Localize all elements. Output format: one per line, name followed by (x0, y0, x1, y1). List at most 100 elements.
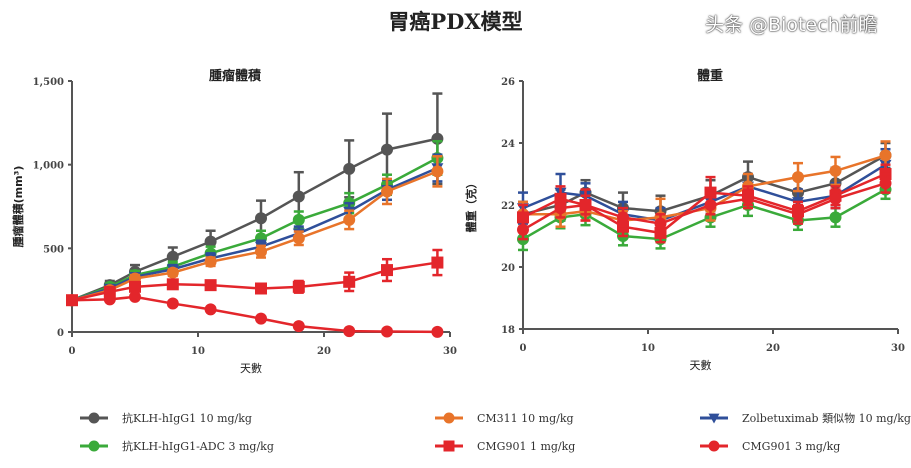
marker-circle (88, 440, 100, 452)
marker-circle (88, 412, 100, 424)
legend-marker-icon (80, 440, 108, 452)
series-line (71, 170, 438, 302)
marker-circle (381, 185, 393, 198)
legend-item: Zolbetuximab 類似物 10 mg/kg (700, 410, 911, 426)
series-line (71, 295, 438, 334)
y-tick-label: 24 (501, 139, 515, 150)
y-tick-label: 0 (57, 328, 64, 339)
marker-square (443, 440, 455, 452)
marker-square (381, 264, 393, 277)
marker-circle (204, 303, 217, 316)
series-line (522, 182, 886, 231)
y-tick-label: 1,500 (33, 77, 64, 88)
marker-square (292, 280, 305, 293)
series-line (71, 137, 438, 302)
series-line (71, 166, 438, 302)
chart-title: 腫瘤體積 (209, 68, 262, 84)
marker-circle (431, 165, 444, 178)
legend-item: 抗KLH-hIgG1 10 mg/kg (80, 410, 252, 426)
x-tick-label: 20 (766, 343, 780, 354)
legend-label: CMG901 3 mg/kg (742, 439, 841, 453)
marker-circle (517, 223, 529, 236)
marker-circle (829, 211, 842, 224)
series-line (523, 154, 886, 222)
marker-circle (654, 217, 667, 230)
marker-circle (792, 171, 804, 184)
marker-circle (166, 250, 179, 263)
chart-title: 體重 (697, 68, 723, 84)
y-axis-label: 體重（克） (464, 178, 478, 233)
series-5 (517, 172, 892, 241)
marker-circle (879, 177, 892, 190)
x-tick-label: 20 (317, 346, 331, 357)
marker-circle (381, 325, 393, 338)
marker-circle (617, 211, 629, 224)
series-5 (66, 290, 444, 338)
y-tick-label: 26 (501, 77, 515, 88)
legend-marker-icon (435, 440, 463, 452)
series-line (522, 154, 887, 216)
marker-square (166, 278, 179, 291)
legend-marker-icon (700, 413, 728, 424)
y-tick-label: 18 (501, 325, 515, 336)
legend-label: 抗KLH-hIgG1 10 mg/kg (122, 412, 252, 425)
legend-item: CMG901 1 mg/kg (435, 438, 575, 454)
marker-square (343, 275, 356, 288)
marker-circle (704, 199, 717, 211)
y-tick-label: 500 (43, 244, 64, 255)
marker-circle (129, 290, 141, 303)
marker-circle (255, 212, 267, 225)
legend-item: CMG901 3 mg/kg (700, 438, 840, 454)
legend-item: CM311 10 mg/kg (435, 410, 574, 426)
legend-label: CM311 10 mg/kg (477, 411, 574, 425)
x-tick-label: 30 (443, 346, 457, 357)
y-tick-label: 22 (501, 201, 515, 212)
marker-circle (204, 255, 217, 268)
marker-circle (829, 192, 842, 205)
x-tick-label: 10 (191, 346, 205, 357)
marker-circle (292, 213, 305, 226)
marker-circle (166, 266, 179, 279)
legend-marker-icon (700, 440, 728, 452)
figure-title: 胃癌PDX模型 (388, 9, 523, 34)
marker-circle (204, 235, 217, 248)
marker-circle (343, 162, 356, 175)
marker-circle (554, 202, 567, 215)
marker-circle (742, 192, 754, 205)
x-tick-label: 0 (520, 343, 527, 354)
marker-square (129, 280, 141, 293)
marker-circle (103, 293, 116, 306)
legend-label: Zolbetuximab 類似物 10 mg/kg (742, 412, 911, 425)
marker-square (255, 282, 267, 295)
y-axis-label: 腫瘤體積(mm³) (11, 166, 25, 248)
series-line (71, 261, 438, 302)
x-axis-label: 天數 (690, 359, 712, 372)
marker-circle (292, 190, 305, 203)
legend-marker-icon (80, 412, 108, 424)
legend-marker-icon (435, 412, 463, 424)
marker-circle (792, 208, 804, 221)
marker-circle (343, 325, 356, 338)
marker-circle (381, 143, 393, 156)
marker-circle (292, 320, 305, 333)
x-tick-label: 30 (891, 343, 905, 354)
marker-triangle (708, 413, 720, 424)
y-tick-label: 1,000 (33, 161, 64, 172)
marker-circle (708, 440, 720, 452)
legend-label: 抗KLH-hIgG1-ADC 3 mg/kg (122, 440, 274, 453)
legend-item: 抗KLH-hIgG1-ADC 3 mg/kg (80, 438, 274, 454)
marker-circle (879, 149, 892, 162)
legend-label: CMG901 1 mg/kg (477, 439, 576, 453)
series-line (522, 172, 886, 235)
series-line (71, 156, 438, 302)
marker-circle (443, 412, 455, 424)
marker-square (431, 256, 444, 269)
marker-circle (292, 232, 305, 245)
marker-circle (255, 312, 267, 325)
x-tick-label: 0 (69, 346, 76, 357)
marker-circle (343, 213, 356, 226)
marker-circle (431, 325, 444, 338)
x-tick-label: 10 (641, 343, 655, 354)
y-tick-label: 20 (501, 263, 515, 274)
